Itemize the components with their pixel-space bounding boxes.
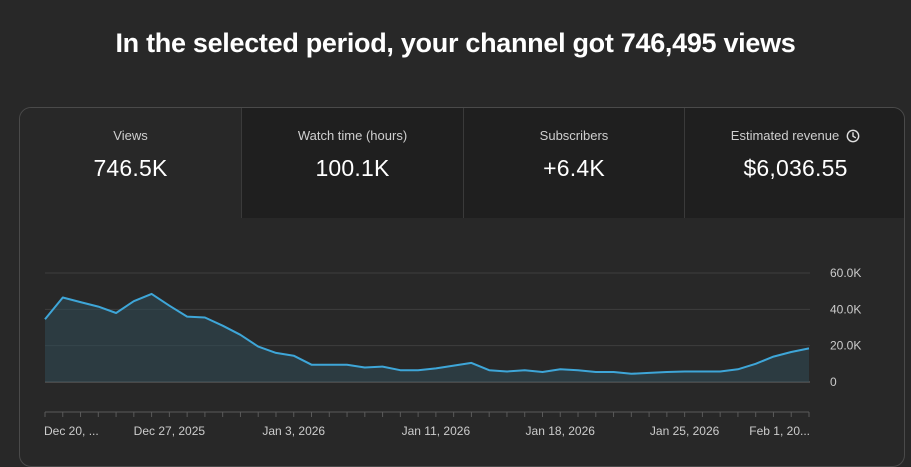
tab-watch-time[interactable]: Watch time (hours) 100.1K	[241, 108, 463, 218]
data-point	[62, 296, 64, 298]
data-point	[506, 370, 508, 372]
data-point	[328, 364, 330, 366]
data-point	[79, 301, 81, 303]
x-tick-label: Jan 25, 2026	[650, 424, 720, 438]
data-point	[755, 363, 757, 365]
y-tick-label: 60.0K	[830, 266, 861, 280]
data-point	[435, 367, 437, 369]
metric-tabs: Views 746.5K Watch time (hours) 100.1K S…	[20, 108, 904, 218]
data-point	[648, 372, 650, 374]
data-point	[737, 368, 739, 370]
page-headline: In the selected period, your channel got…	[115, 28, 796, 58]
tab-watch-time-value: 100.1K	[315, 155, 390, 181]
analytics-card: Views 746.5K Watch time (hours) 100.1K S…	[19, 107, 905, 467]
data-point	[719, 370, 721, 372]
data-point	[310, 364, 312, 366]
data-point	[204, 316, 206, 318]
y-tick-label: 0	[830, 375, 837, 389]
data-point	[666, 371, 668, 373]
data-point	[346, 364, 348, 366]
data-point	[399, 369, 401, 371]
data-point	[381, 365, 383, 367]
x-tick-label: Dec 20, ...	[44, 424, 99, 438]
x-tick-label: Jan 18, 2026	[526, 424, 596, 438]
data-point	[701, 370, 703, 372]
data-point	[683, 370, 685, 372]
data-point	[577, 369, 579, 371]
data-point	[470, 362, 472, 364]
data-point	[541, 371, 543, 373]
views-chart[interactable]: 60.0K 40.0K 20.0K 0 Dec 20, ... Dec 27, 2025 J…	[20, 108, 905, 467]
tab-views[interactable]: Views 746.5K	[20, 108, 241, 218]
tab-views-label: Views	[113, 128, 147, 143]
data-point	[150, 293, 152, 295]
data-point	[115, 312, 117, 314]
views-area	[45, 293, 809, 382]
data-point	[186, 315, 188, 317]
data-point	[630, 373, 632, 375]
data-point	[293, 355, 295, 357]
data-point	[524, 369, 526, 371]
x-tick-label: Feb 1, 20...	[749, 424, 810, 438]
tab-estimated-revenue[interactable]: Estimated revenue $6,036.55	[684, 108, 904, 218]
data-point	[790, 351, 792, 353]
data-point	[417, 369, 419, 371]
data-point	[275, 352, 277, 354]
tab-subscribers[interactable]: Subscribers +6.4K	[463, 108, 684, 218]
tab-subscribers-label-text: Subscribers	[539, 128, 609, 143]
tab-estimated-revenue-value: $6,036.55	[743, 155, 848, 181]
data-point	[453, 364, 455, 366]
tab-subscribers-label: Subscribers	[540, 128, 609, 143]
tab-views-value: 746.5K	[93, 155, 168, 181]
data-point	[257, 345, 259, 347]
data-point	[488, 369, 490, 371]
clock-icon[interactable]	[846, 129, 860, 143]
data-point	[612, 371, 614, 373]
x-tick-label: Dec 27, 2025	[134, 424, 206, 438]
tab-estimated-revenue-label: Estimated revenue	[731, 128, 860, 143]
data-point	[772, 355, 774, 357]
data-point	[595, 371, 597, 373]
data-point	[364, 366, 366, 368]
tab-watch-time-label-text: Watch time (hours)	[297, 128, 408, 143]
data-point	[239, 334, 241, 336]
data-point	[133, 300, 135, 302]
tab-subscribers-value: +6.4K	[543, 155, 605, 181]
data-point	[808, 347, 810, 349]
tab-views-label-text: Views	[113, 128, 148, 143]
y-tick-label: 40.0K	[830, 302, 861, 316]
data-point	[559, 368, 561, 370]
data-point	[44, 318, 46, 320]
y-tick-label: 20.0K	[830, 339, 861, 353]
data-point	[97, 305, 99, 307]
data-point	[168, 305, 170, 307]
x-tick-label: Jan 3, 2026	[262, 424, 325, 438]
x-tick-label: Jan 11, 2026	[402, 424, 471, 438]
data-point	[222, 325, 224, 327]
tab-estimated-revenue-label-text: Estimated revenue	[730, 128, 840, 143]
tab-watch-time-label: Watch time (hours)	[298, 128, 407, 143]
views-line	[44, 292, 810, 375]
